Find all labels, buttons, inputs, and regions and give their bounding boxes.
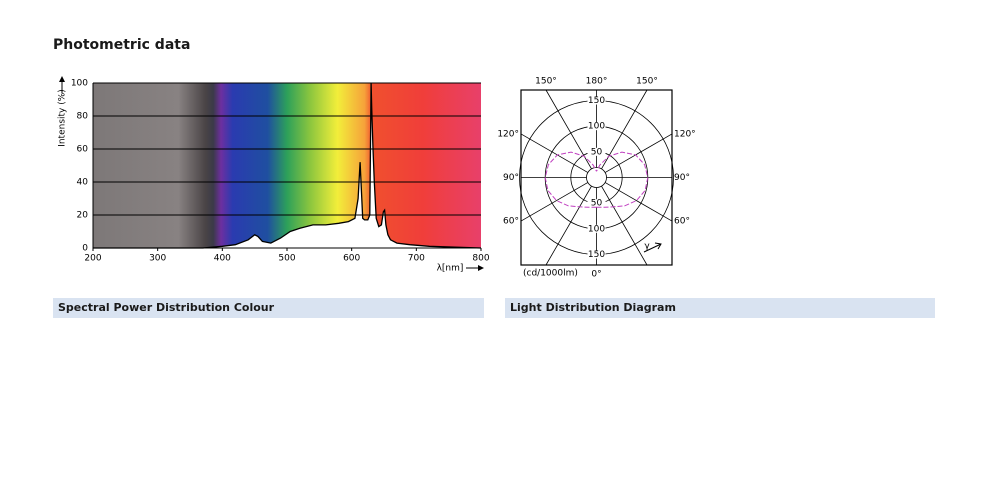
y-tick-label: 60 — [77, 145, 89, 155]
y-axis-label: Intensity (%) — [58, 89, 68, 147]
axis-arrow — [478, 265, 484, 271]
angle-label: 120° — [497, 129, 519, 139]
gamma-arrow — [643, 242, 662, 253]
angle-label: 150° — [535, 77, 557, 87]
caption: Light Distribution Diagram — [505, 298, 935, 318]
angle-label: 90° — [674, 173, 690, 183]
spectrum-line — [93, 82, 482, 249]
axis-arrow — [59, 76, 65, 82]
label-bg — [587, 199, 606, 208]
label-bg — [587, 96, 606, 105]
x-axis-label: λ[nm] — [437, 264, 464, 274]
angle-label: 0° — [591, 270, 601, 280]
x-tick-label: 200 — [84, 254, 101, 264]
y-tick-label: 100 — [71, 79, 88, 89]
x-tick-label: 400 — [214, 254, 231, 264]
angle-label: 60° — [503, 217, 519, 227]
angle-label: 90° — [503, 173, 519, 183]
intensity-curve — [544, 151, 597, 208]
r-tick-label: 150 — [588, 96, 605, 106]
x-tick-label: 800 — [472, 254, 489, 264]
r-tick-label: 50 — [591, 147, 603, 157]
unit-label: (cd/1000lm) — [523, 269, 578, 279]
caption: Spectral Power Distribution Colour — [53, 298, 484, 318]
label-bg — [587, 250, 606, 259]
angle-label: 60° — [674, 217, 690, 227]
angle-label: 150° — [636, 77, 658, 87]
label-bg — [587, 224, 606, 233]
spectrum-background — [93, 83, 481, 248]
label-bg — [587, 147, 606, 156]
r-tick-label: 100 — [588, 122, 605, 132]
r-tick-label: 150 — [588, 250, 605, 260]
r-tick-label: 100 — [588, 224, 605, 234]
label-bg — [587, 122, 606, 131]
charts: Intensity (%) λ[nm] 0 20 40 60 80 100 200 300 40… — [58, 76, 696, 280]
y-tick-label: 80 — [77, 112, 89, 122]
page-title: Photometric data — [53, 37, 191, 53]
y-tick-label: 40 — [77, 178, 89, 188]
angle-label: 120° — [674, 129, 696, 139]
gamma-symbol: γ — [644, 242, 650, 252]
inner-circle — [586, 167, 607, 188]
r-tick-label: 50 — [591, 199, 603, 209]
x-tick-label: 500 — [278, 254, 295, 264]
y-tick-label: 20 — [77, 211, 89, 221]
y-tick-label: 0 — [82, 244, 88, 254]
x-tick-label: 600 — [343, 254, 360, 264]
angle-label: 180° — [586, 77, 608, 87]
intensity-curve — [596, 151, 649, 208]
x-tick-label: 300 — [149, 254, 166, 264]
x-tick-label: 700 — [408, 254, 425, 264]
